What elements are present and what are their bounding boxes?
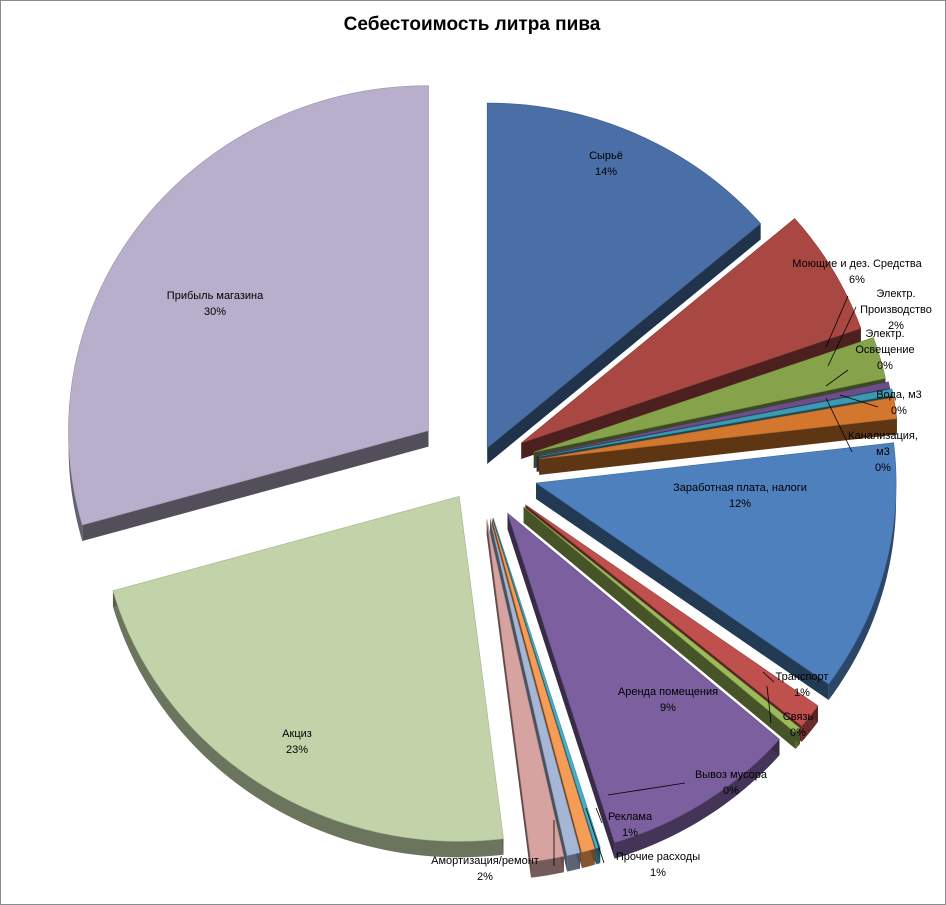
pie-slice (536, 381, 891, 457)
data-label: Моющие и дез. Средства 6% (792, 258, 922, 286)
pie-slice-wall (521, 328, 861, 459)
pie-slice (112, 495, 504, 842)
data-label: Амортизация/ремонт 2% (431, 855, 539, 883)
pie-slice (538, 388, 894, 457)
pie-slice (539, 397, 898, 460)
data-label: Аренда помещения 9% (618, 686, 718, 714)
leader-line (827, 306, 857, 367)
leader-line (825, 397, 853, 453)
pie-slice-wall (539, 418, 897, 475)
pie-slice (486, 102, 762, 449)
data-label: Заработная плата, налоги 12% (673, 482, 807, 510)
pie-slice (68, 85, 429, 526)
leader-line (762, 671, 775, 683)
leader-line (607, 782, 686, 796)
leader-line (595, 807, 603, 824)
chart-title: Себестоимость литра пива (343, 14, 601, 35)
leader-line (766, 685, 772, 724)
pie-slice-wall (507, 513, 615, 859)
data-label: Реклама 1% (608, 811, 653, 839)
data-label: Электр. Освещение 0% (855, 328, 914, 372)
pie-slice (533, 337, 886, 453)
data-label: Вывоз мусора 0% (695, 769, 768, 797)
pie-slice (486, 519, 565, 862)
pie-slice-wall (490, 518, 568, 872)
pie-slice-side (614, 739, 780, 859)
pie-slice-wall (487, 223, 761, 465)
pie-slice (535, 442, 897, 685)
data-label: Прибыль магазина 30% (167, 290, 264, 318)
pie-slice-wall (536, 482, 829, 701)
data-label: Электр. Производство 2% (860, 288, 932, 332)
data-label: Акциз 23% (282, 728, 312, 756)
pie-slice (492, 517, 601, 849)
pie-slice-wall (523, 506, 796, 749)
pie-slice (525, 504, 819, 727)
data-label: Прочие расходы 1% (616, 851, 700, 879)
data-label: Сырьё 14% (589, 150, 623, 178)
data-label: Вода, м3 0% (876, 389, 922, 417)
pie-slice-wall (82, 430, 429, 542)
leader-line (839, 394, 879, 408)
leader-line (585, 807, 605, 864)
pie-slice (489, 518, 581, 856)
leader-line (825, 295, 849, 348)
pie-slice (521, 218, 862, 444)
data-label: Транспорт 1% (776, 671, 829, 699)
pie-slice (523, 506, 801, 734)
data-label: Канализация, м3 0% (848, 430, 918, 474)
pie-slice-wall (486, 519, 532, 878)
leader-line (825, 369, 849, 387)
data-label: Связь 0% (783, 711, 814, 739)
pie-slice-side (567, 852, 581, 872)
pie-slice-side (531, 856, 564, 878)
pie-slice (506, 512, 780, 843)
pie-slice (491, 518, 596, 853)
